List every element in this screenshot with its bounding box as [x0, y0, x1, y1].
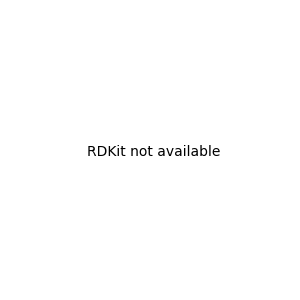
Text: RDKit not available: RDKit not available	[87, 145, 220, 158]
